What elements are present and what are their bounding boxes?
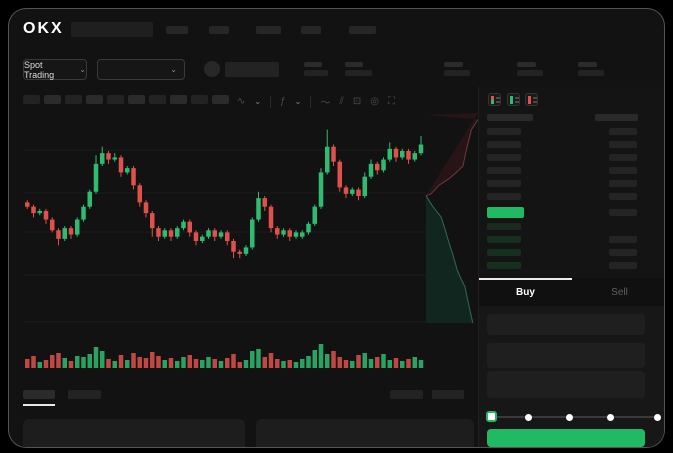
nav-item-skeleton[interactable]: [301, 26, 321, 34]
pair-selector-dropdown[interactable]: ⌄: [97, 59, 185, 80]
ask-row-price-skeleton[interactable]: [487, 154, 521, 161]
nav-item-skeleton[interactable]: [349, 26, 376, 34]
market-type-label: Spot Trading: [24, 59, 55, 80]
open-orders-panel: [23, 419, 245, 447]
slider-step-50[interactable]: [566, 413, 573, 421]
ask-row-size-skeleton: [609, 154, 637, 161]
ask-row-price-skeleton[interactable]: [487, 128, 521, 135]
ticker-stat-value-skeleton: [444, 70, 470, 76]
nav-item-skeleton[interactable]: [166, 26, 188, 34]
ask-row-size-skeleton: [609, 167, 637, 174]
timeframe-button-skeleton[interactable]: [86, 95, 103, 104]
okx-logo[interactable]: OKX: [23, 20, 64, 37]
chart-tools: ∿ ⌄ ƒ ⌄ 〜 ⫽ ⊡ ◎ ⛶: [237, 94, 395, 109]
ticker-stat-label-skeleton: [444, 62, 463, 67]
ticker-stat-value-skeleton: [517, 70, 543, 76]
buy-submit-button[interactable]: [487, 429, 645, 447]
search-bar-skeleton[interactable]: [71, 22, 153, 37]
bid-row-size-skeleton: [609, 236, 637, 243]
trade-tabbar: Buy Sell: [479, 278, 664, 306]
ask-row-size-skeleton: [609, 141, 637, 148]
tab-buy[interactable]: Buy: [516, 286, 535, 298]
orderbook-trade-panel: Buy Sell: [478, 87, 664, 447]
ticker-stat-label-skeleton: [345, 62, 363, 67]
book-mode-asks-icon[interactable]: [525, 93, 538, 106]
bottom-action-skeleton[interactable]: [432, 390, 464, 399]
bottom-tab-active-skeleton[interactable]: [23, 390, 55, 399]
ticker-stat-label-skeleton: [304, 62, 322, 67]
line-tool-icon[interactable]: 〜: [320, 98, 331, 109]
total-input-skeleton[interactable]: [487, 371, 645, 398]
chevron-down-icon[interactable]: ⌄: [254, 97, 262, 106]
toolbar-divider: [270, 95, 272, 108]
drawing-tool-icon[interactable]: ⫽: [339, 96, 344, 107]
bid-row-price-skeleton[interactable]: [487, 249, 521, 256]
settings-icon[interactable]: ◎: [370, 96, 379, 107]
nav-item-skeleton[interactable]: [209, 26, 229, 34]
ticker-stat-label-skeleton: [578, 62, 597, 67]
ask-row-price-skeleton[interactable]: [487, 180, 521, 187]
book-col-header-skeleton: [595, 114, 638, 121]
candle-style-icon[interactable]: ∿: [237, 96, 246, 107]
ask-row-size-skeleton: [609, 128, 637, 135]
timeframe-button-skeleton[interactable]: [128, 95, 145, 104]
book-mode-bids-icon[interactable]: [507, 93, 520, 106]
book-mode-combined-icon[interactable]: [488, 93, 501, 106]
book-row-size-skeleton: [609, 209, 637, 216]
pair-name-skeleton: [225, 62, 279, 77]
ask-row-price-skeleton[interactable]: [487, 167, 521, 174]
order-history-panel: [256, 419, 474, 447]
ask-row-size-skeleton: [609, 180, 637, 187]
timeframe-button-skeleton[interactable]: [212, 95, 229, 104]
book-col-header-skeleton: [487, 114, 533, 121]
ticker-stat-value-skeleton: [578, 70, 604, 76]
last-price-indicator[interactable]: [487, 207, 524, 218]
chevron-down-icon: ⌄: [79, 65, 86, 74]
indicators-icon[interactable]: ƒ: [280, 96, 286, 107]
timeframe-button-skeleton[interactable]: [149, 95, 166, 104]
bid-row-size-skeleton: [609, 262, 637, 269]
ticker-stat-label-skeleton: [517, 62, 536, 67]
price-chart[interactable]: [9, 9, 665, 448]
price-input-skeleton[interactable]: [487, 314, 645, 335]
fullscreen-icon[interactable]: ⛶: [387, 96, 395, 107]
toolbar-divider: [310, 95, 312, 108]
bid-row-price-skeleton[interactable]: [487, 236, 521, 243]
amount-slider-track[interactable]: [491, 416, 658, 418]
slider-step-100[interactable]: [654, 413, 661, 421]
bid-row-price-skeleton[interactable]: [487, 262, 521, 269]
timeframe-button-skeleton[interactable]: [191, 95, 208, 104]
coin-icon-skeleton: [204, 61, 220, 77]
bottom-tab-indicator: [23, 404, 55, 406]
bottom-tab-skeleton[interactable]: [68, 390, 101, 399]
bid-row-size-skeleton: [609, 249, 637, 256]
amount-input-skeleton[interactable]: [487, 343, 645, 368]
bid-row-price-skeleton[interactable]: [487, 223, 521, 230]
bottom-action-skeleton[interactable]: [390, 390, 423, 399]
nav-item-skeleton[interactable]: [256, 26, 281, 34]
chevron-down-icon[interactable]: ⌄: [294, 97, 302, 106]
ask-row-price-skeleton[interactable]: [487, 193, 521, 200]
chevron-down-icon: ⌄: [170, 65, 177, 74]
slider-step-75[interactable]: [607, 413, 614, 421]
slider-step-25[interactable]: [525, 413, 532, 421]
amount-slider-handle[interactable]: [486, 411, 497, 422]
market-type-selector[interactable]: Spot Trading ⌄: [23, 59, 87, 80]
ticker-stat-value-skeleton: [345, 70, 372, 76]
active-tab-indicator: [479, 278, 572, 280]
ask-row-price-skeleton[interactable]: [487, 141, 521, 148]
timeframe-button-skeleton[interactable]: [23, 95, 40, 104]
timeframe-button-skeleton[interactable]: [65, 95, 82, 104]
tab-sell[interactable]: Sell: [611, 286, 628, 298]
ticker-stat-value-skeleton: [304, 70, 328, 76]
ask-row-size-skeleton: [609, 193, 637, 200]
timeframe-button-skeleton[interactable]: [107, 95, 124, 104]
camera-icon[interactable]: ⊡: [352, 96, 362, 107]
timeframe-button-skeleton[interactable]: [44, 95, 61, 104]
app-window: OKX Spot Trading ⌄ ⌄ ∿ ⌄ ƒ ⌄ 〜 ⫽ ⊡ ◎ ⛶: [8, 8, 665, 448]
timeframe-button-skeleton[interactable]: [170, 95, 187, 104]
